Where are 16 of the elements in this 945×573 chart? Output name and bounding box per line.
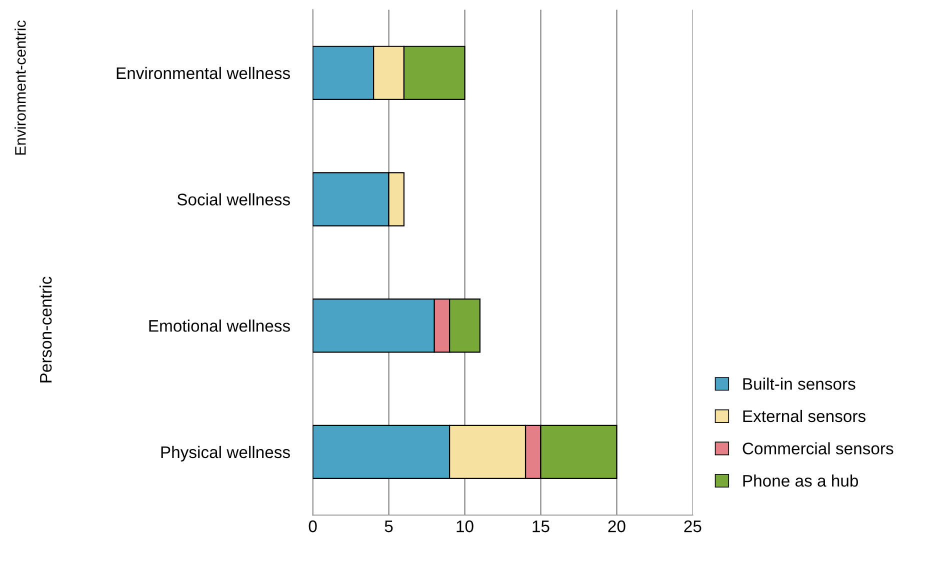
text: Person-centric bbox=[39, 276, 52, 382]
legend-label: Phone as a hub bbox=[743, 474, 858, 487]
x-tick-label: 5 bbox=[384, 520, 393, 532]
x-tick-label: 20 bbox=[608, 520, 626, 532]
x-tick-label: 10 bbox=[456, 520, 474, 532]
y-tick-label: Social wellness bbox=[177, 193, 290, 206]
y-tick-label: Emotional wellness bbox=[149, 320, 290, 332]
y-tick-label: Environmental wellness bbox=[116, 66, 290, 80]
text: Environment-centric bbox=[14, 20, 26, 155]
legend-label: Built-in sensors bbox=[743, 378, 856, 390]
y-tick-label: Physical wellness bbox=[161, 446, 290, 462]
legend-label: External sensors bbox=[743, 410, 866, 422]
legend-label: Commercial sensors bbox=[742, 442, 894, 454]
x-tick-label: 0 bbox=[308, 520, 317, 532]
x-tick-label: 15 bbox=[532, 520, 550, 532]
x-tick-label: 25 bbox=[684, 520, 702, 532]
